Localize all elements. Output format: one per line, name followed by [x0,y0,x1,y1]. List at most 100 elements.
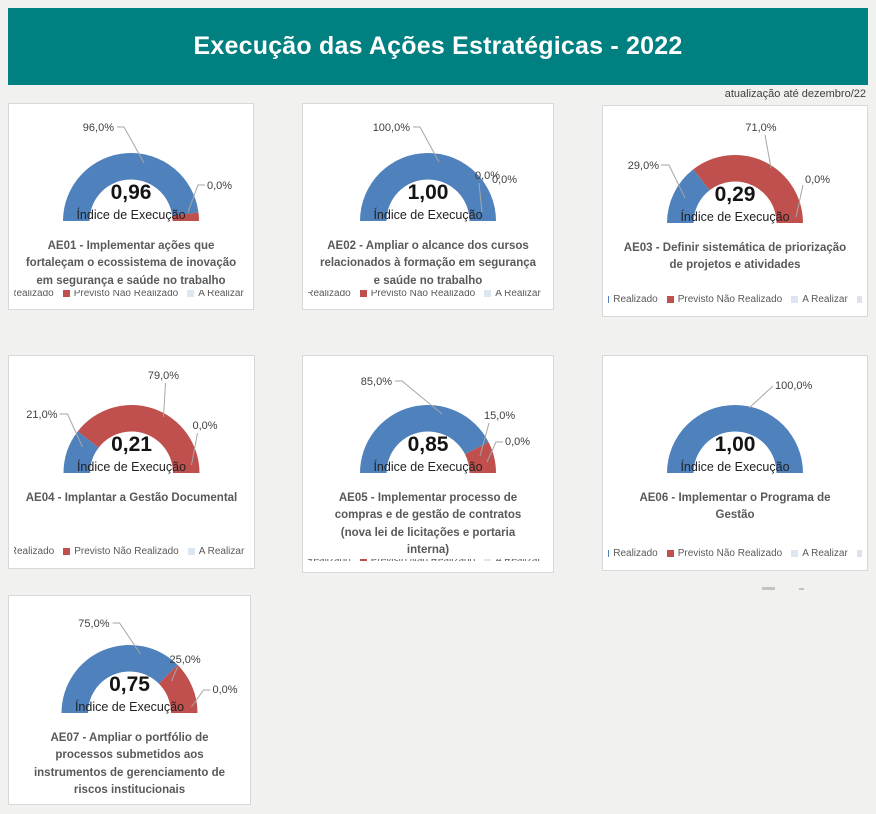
gauge-segment [360,153,496,221]
segment-label: 100,0% [373,122,411,134]
gauge-segment [172,212,199,221]
legend-item-a-realizar: A Realizar [187,546,245,557]
legend-label: A Realizar [198,289,244,298]
stray-mark [762,587,775,590]
legend-item-realizado: Realizado [308,559,351,561]
chart-legend: Realizado Previsto Não Realizado A Reali… [608,294,862,305]
legend-item-previsto-nao-realizado: Previsto Não Realizado [666,548,782,559]
chart-title: AE01 - Implementar ações que fortaleçam … [25,240,237,287]
segment-label: 71,0% [745,122,776,134]
legend-label: Previsto Não Realizado [73,289,179,298]
gauge-segment [464,442,496,473]
legend-label: A Realizar [495,559,541,561]
segment-label: 29,0% [628,160,659,172]
gauge-card: 100,0% 0,0% 0,0% 1,00 Índice de Execução AE0… [302,103,554,310]
chart-title: AE06 - Implementar o Programa de Gestão [639,492,831,522]
index-caption: Índice de Execução [77,459,186,474]
segment-label: 79,0% [148,370,179,382]
legend-item-previsto-nao-realizado: Previsto Não Realizado [666,294,782,305]
label-leader-line [479,422,490,457]
index-caption: Índice de Execução [680,459,789,474]
segment-label: 100,0% [775,380,813,392]
chart-legend: Realizado Previsto Não Realizado A Reali… [308,290,548,298]
gauge-segment [360,405,489,473]
chart-legend: Realizado Previsto Não Realizado A Reali… [14,546,249,557]
legend-item-previsto-nao-realizado: Previsto Não Realizado [359,559,476,561]
label-leader-line [795,184,804,218]
segment-label: 0,0% [213,684,238,696]
segment-label: 25,0% [170,654,201,666]
label-leader-line [191,689,211,708]
legend-item-a-realizar: A Realizar [791,294,848,305]
label-leader-line [191,432,198,466]
gauge-chart: 21,0% 79,0% 0,0% 0,21 Índice de Execução [26,370,218,474]
label-leader-line [117,126,145,164]
label-leader-line [112,622,141,655]
segment-label: 0,0% [207,180,232,192]
gauge-segment [158,664,198,713]
segment-label: 96,0% [83,122,114,134]
chart-legend: Realizado Previsto Não Realizado A Reali… [308,559,548,561]
chart-legend: Realizado Previsto Não Realizado A Reali… [14,290,248,298]
segment-label: 85,0% [361,376,392,388]
label-leader-line [187,184,205,213]
legend-swatch-realizado [608,550,610,557]
legend-swatch-previsto-nao-realizado [666,550,674,557]
legend-label: Previsto Não Realizado [371,559,476,561]
index-value: 1,00 [715,433,756,456]
index-caption: Índice de Execução [76,207,185,222]
index-caption: Índice de Execução [373,459,482,474]
chart-title: AE03 - Definir sistemática de priorizaçã… [623,242,847,272]
legend-label: A Realizar [198,546,245,557]
gauge-chart: 100,0% 0,0%0,0% 1,00 Índice de Execução [360,122,517,222]
chart-title: AE05 - Implementar processo de compras e… [334,492,522,556]
segment-label: 0,0% [193,420,218,432]
gauge-card: 75,0% 25,0% 0,0% 0,75 Índice de Execução AE0… [8,595,251,805]
index-value: 0,96 [111,181,152,204]
gauge-card: 96,0% 0,0% 0,96 Índice de Execução AE01 - I… [8,103,254,310]
gauge-card: 21,0% 79,0% 0,0% 0,21 Índice de Execução AE0… [8,355,255,569]
label-leader-line [163,382,166,418]
legend-label: Realizado [308,559,351,561]
label-leader-line [661,164,686,199]
legend-label: Realizado [613,548,658,559]
segment-label: 0,0% [492,174,517,186]
label-leader-line [171,666,178,682]
gauge-segment [667,169,710,223]
gauge-chart: 75,0% 25,0% 0,0% 0,75 Índice de Execução [61,618,238,714]
legend-label: A Realizar [802,294,848,305]
segment-label: 21,0% [26,409,57,421]
legend-swatch-a-realizar [484,559,492,561]
legend-item-a-realizar: A Realizar [484,559,541,561]
segment-label: 0,0% [475,170,500,182]
legend-item-realizado: Realizado [608,548,658,559]
segment-label: 0,0% [805,174,830,186]
legend-item-a-realizar: A Realizar [791,548,848,559]
legend-label: Realizado [613,294,658,305]
legend-swatch-previsto-nao-realizado [63,548,71,555]
label-leader-line [395,380,443,415]
chart-title: AE04 - Implantar a Gestão Documental [25,492,238,504]
gauge-chart: 96,0% 0,0% 0,96 Índice de Execução [63,122,232,222]
index-value: 1,00 [408,181,449,204]
gauge-card: 29,0% 71,0% 0,0% 0,29 Índice de Execução AE0… [602,105,868,317]
legend-item-previsto-nao-realizado: Previsto Não Realizado [359,290,475,298]
gauge-segment [63,152,199,221]
legend-item-realizado: Realizado [608,294,658,305]
legend-item-realizado: Realizado [308,290,351,298]
gauge-card: 100,0% 1,00 Índice de Execução AE06 - Impl… [602,355,868,571]
gauge-segment [63,431,99,473]
index-value: 0,21 [111,433,152,456]
legend-item-previsto-nao-realizado: Previsto Não Realizado [62,289,179,298]
index-value: 0,85 [408,433,449,456]
label-leader-line [59,413,83,448]
legend-swatch-extra [856,550,862,557]
gauge-chart: 85,0% 15,0% 0,0% 0,85 Índice de Execução [360,376,530,474]
legend-item-extra [856,550,862,557]
legend-label: A Realizar [495,289,541,298]
gauge-chart: 100,0% 1,00 Índice de Execução [667,380,813,474]
label-leader-line [413,126,440,163]
label-leader-line [478,182,483,213]
label-leader-line [764,134,772,169]
